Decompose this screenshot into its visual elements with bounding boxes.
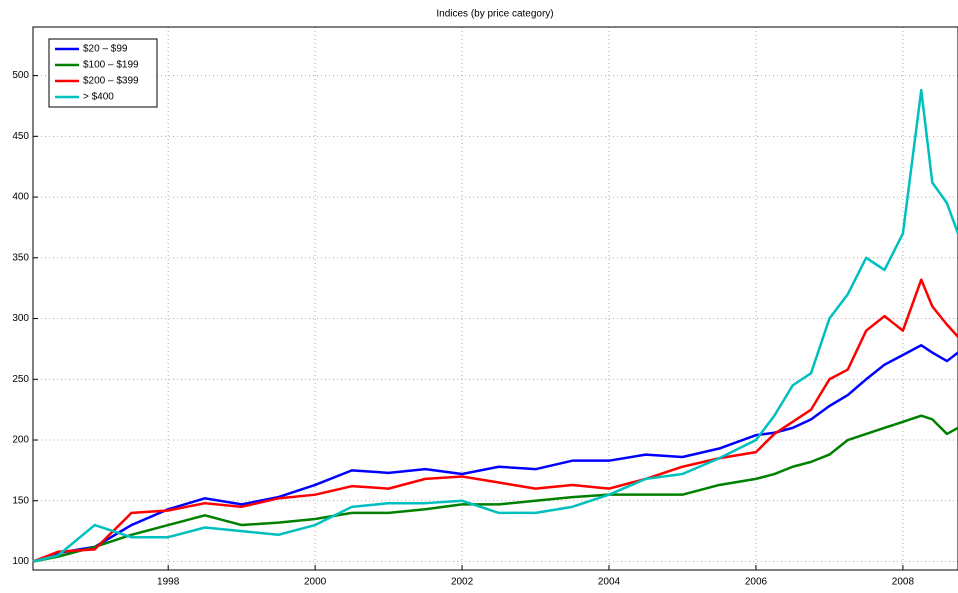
y-tick-label: 200 [12, 435, 29, 446]
y-tick-label: 250 [12, 374, 29, 385]
plot-frame [32, 26, 958, 571]
y-tick-label: 100 [12, 556, 29, 567]
y-tick-label: 450 [12, 131, 29, 142]
y-tick-label: 300 [12, 313, 29, 324]
x-tick-label: 1998 [157, 577, 180, 588]
x-tick-label: 2004 [598, 577, 621, 588]
y-tick-label: 150 [12, 495, 29, 506]
x-tick-label: 2008 [892, 577, 915, 588]
legend-label: $100 – $199 [83, 60, 139, 71]
x-tick-label: 2002 [451, 577, 474, 588]
series-line [32, 88, 958, 563]
x-tick-label: 2006 [745, 577, 768, 588]
series-line [32, 344, 958, 563]
series-line [32, 414, 958, 563]
chart-title: Indices (by price category) [436, 9, 553, 20]
y-tick-label: 350 [12, 252, 29, 263]
series-line [32, 278, 958, 563]
legend-label: $20 – $99 [83, 44, 128, 55]
legend-label: > $400 [83, 92, 114, 103]
y-tick-label: 500 [12, 70, 29, 81]
y-tick-label: 400 [12, 192, 29, 203]
x-tick-label: 2000 [304, 577, 327, 588]
legend-label: $200 – $399 [83, 76, 139, 87]
legend-box [48, 38, 158, 108]
